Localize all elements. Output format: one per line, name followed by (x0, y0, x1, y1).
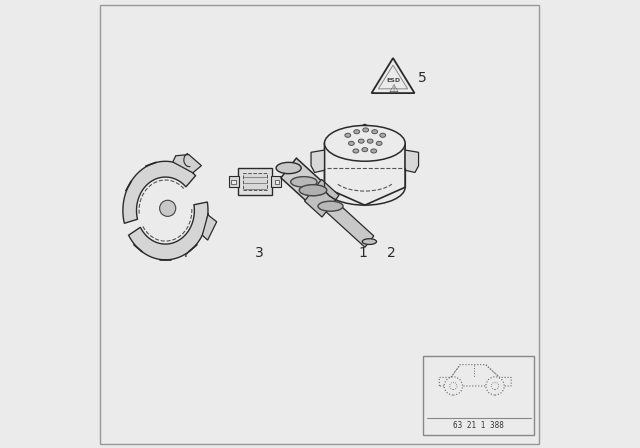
Ellipse shape (486, 377, 504, 395)
Bar (231, 180, 236, 184)
Text: 4: 4 (179, 246, 188, 260)
Polygon shape (405, 150, 419, 172)
Ellipse shape (159, 200, 176, 216)
Ellipse shape (300, 185, 326, 195)
Bar (423, 356, 534, 435)
Text: 5: 5 (418, 71, 426, 86)
Bar (271, 176, 281, 187)
Polygon shape (123, 161, 196, 223)
Text: 1: 1 (358, 246, 367, 260)
Ellipse shape (371, 149, 377, 153)
Ellipse shape (300, 185, 327, 196)
Polygon shape (311, 150, 324, 172)
Ellipse shape (492, 382, 499, 390)
Ellipse shape (372, 129, 378, 134)
Ellipse shape (362, 239, 376, 245)
Ellipse shape (324, 125, 405, 161)
Ellipse shape (353, 149, 359, 153)
Ellipse shape (376, 141, 382, 146)
Ellipse shape (348, 141, 355, 146)
Ellipse shape (291, 177, 317, 187)
Polygon shape (371, 58, 415, 93)
Polygon shape (202, 215, 217, 240)
Text: ⚠: ⚠ (388, 84, 398, 94)
Polygon shape (281, 158, 331, 209)
Polygon shape (439, 365, 511, 386)
Text: 63 21 1 388: 63 21 1 388 (453, 421, 504, 430)
Ellipse shape (318, 201, 343, 211)
Bar (229, 176, 239, 187)
Ellipse shape (362, 147, 368, 152)
Text: ESD: ESD (386, 78, 400, 83)
Text: 2: 2 (387, 246, 396, 260)
Ellipse shape (450, 382, 457, 390)
Ellipse shape (367, 139, 373, 143)
Ellipse shape (354, 129, 360, 134)
Polygon shape (173, 155, 202, 173)
Ellipse shape (444, 377, 463, 395)
Polygon shape (326, 201, 374, 247)
Bar (243, 173, 268, 190)
Ellipse shape (276, 162, 301, 174)
Polygon shape (129, 202, 208, 260)
Ellipse shape (358, 139, 364, 143)
Ellipse shape (380, 133, 386, 138)
Bar (275, 180, 279, 184)
Ellipse shape (363, 128, 369, 132)
Ellipse shape (345, 133, 351, 138)
Polygon shape (378, 65, 408, 89)
Polygon shape (305, 179, 339, 217)
Polygon shape (324, 125, 405, 205)
Text: 3: 3 (255, 246, 264, 260)
Bar (238, 168, 272, 195)
